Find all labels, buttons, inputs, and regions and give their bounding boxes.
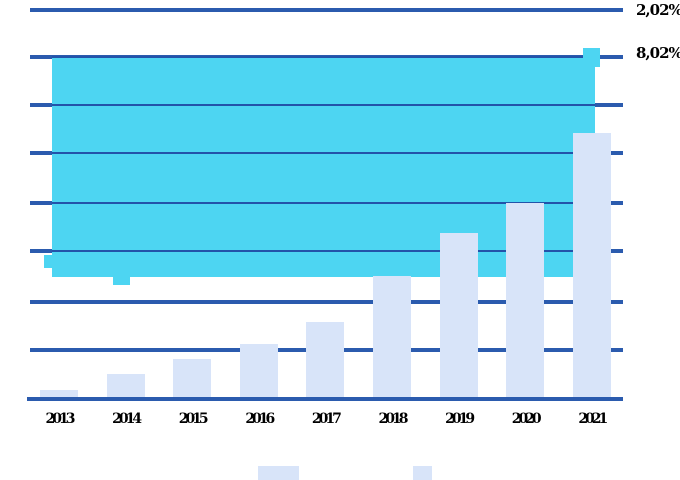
gridline-over-cyan-2 bbox=[52, 152, 595, 154]
right-axis-label-bottom: 8,02% bbox=[636, 44, 680, 62]
gridline-over-cyan-1 bbox=[52, 104, 595, 106]
x-axis-baseline bbox=[27, 397, 623, 401]
bar-2013 bbox=[40, 390, 78, 399]
bar-2018 bbox=[373, 276, 411, 399]
bar-2015 bbox=[173, 359, 212, 399]
gridline-over-cyan-3 bbox=[52, 202, 595, 204]
gridline-over-cyan-4 bbox=[52, 250, 595, 252]
right-axis-label-top: 2,02% bbox=[636, 1, 680, 19]
cyan-left-stub bbox=[44, 255, 53, 268]
x-tick-label-2019: 2019 bbox=[445, 411, 475, 427]
legend-swatch-0[interactable] bbox=[258, 466, 299, 480]
gridline-over-cyan-0 bbox=[52, 56, 595, 58]
bar-2019 bbox=[439, 233, 478, 399]
bar-2014 bbox=[106, 374, 145, 399]
x-tick-label-2013: 2013 bbox=[45, 411, 76, 427]
x-tick-label-2021: 2021 bbox=[578, 411, 608, 427]
x-tick-label-2020: 2020 bbox=[511, 411, 542, 427]
bar-2020 bbox=[506, 203, 545, 399]
cyan-top-square bbox=[583, 48, 600, 67]
bar-2021 bbox=[572, 133, 611, 399]
gridline-6 bbox=[30, 300, 623, 304]
bar-2017 bbox=[306, 322, 345, 399]
gridline-0 bbox=[30, 8, 623, 12]
x-tick-label-2014: 2014 bbox=[112, 411, 142, 427]
x-tick-label-2015: 2015 bbox=[178, 411, 209, 427]
cyan-band bbox=[52, 56, 595, 277]
legend-swatch-1[interactable] bbox=[413, 466, 432, 480]
cyan-bottom-notch bbox=[113, 277, 130, 285]
x-tick-label-2018: 2018 bbox=[378, 411, 409, 427]
x-tick-label-2017: 2017 bbox=[311, 411, 342, 427]
bar-2016 bbox=[239, 344, 278, 399]
x-tick-label-2016: 2016 bbox=[245, 411, 275, 427]
